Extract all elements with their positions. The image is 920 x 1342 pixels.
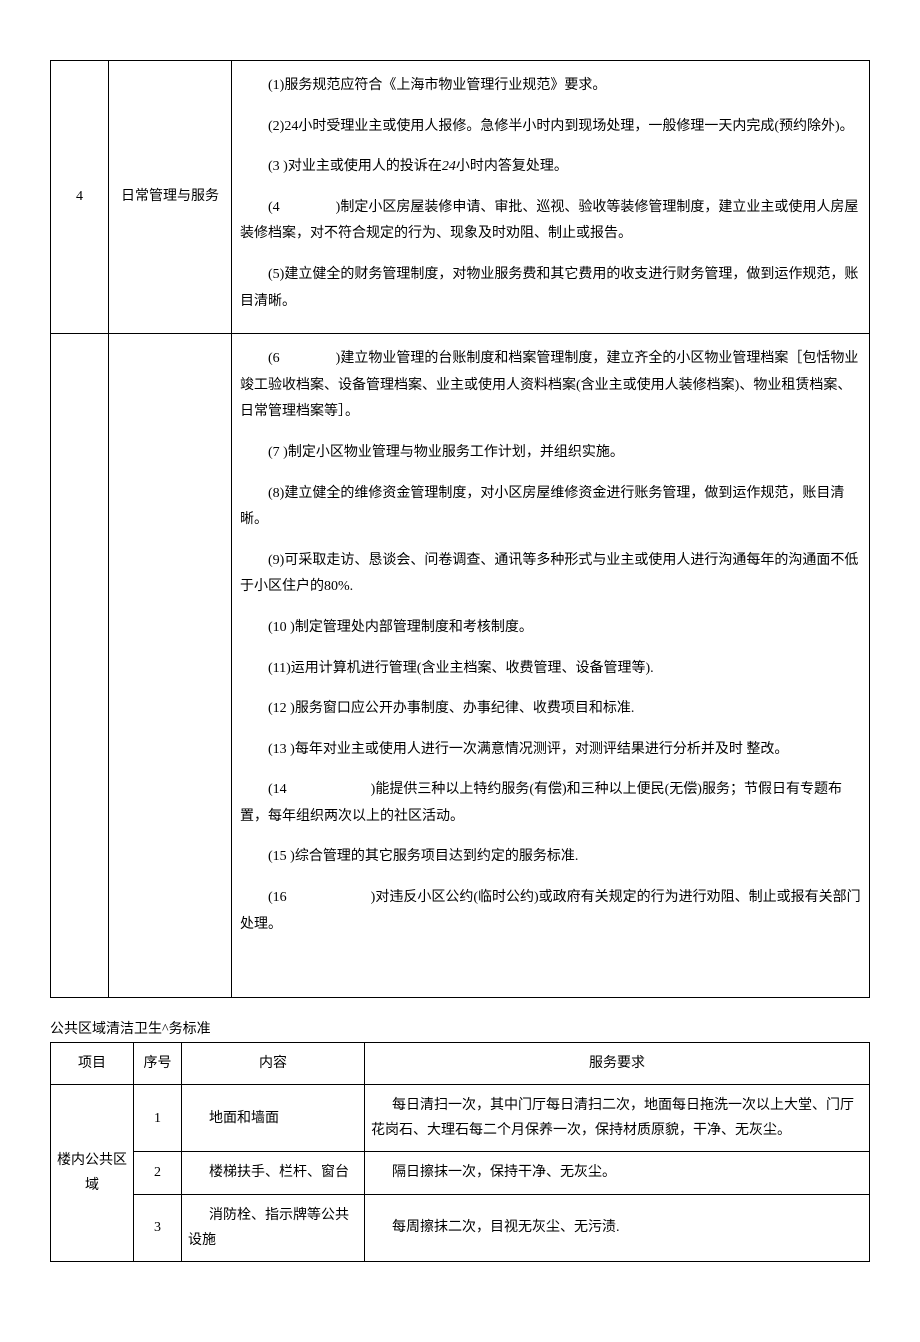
item-text: (4 )制定小区房屋装修申请、审批、巡视、验收等装修管理制度，建立业主或使用人房… [240,195,861,248]
item-text: (13 )每年对业主或使用人进行一次满意情况测评，对测评结果进行分析并及时 整改… [240,737,861,764]
content-cell: 楼梯扶手、栏杆、窗台 [182,1152,365,1194]
item-text: (5)建立健全的财务管理制度，对物业服务费和其它费用的收支进行财务管理，做到运作… [240,262,861,315]
management-service-table: 4 日常管理与服务 (1)服务规范应符合《上海市物业管理行业规范》要求。 (2)… [50,60,870,998]
blank-line [240,952,861,979]
content-cell: 地面和墙面 [182,1085,365,1152]
italic-number: 24 [442,159,456,174]
section-title: 公共区域清洁卫生^务标准 [50,1018,870,1038]
item-text: (10 )制定管理处内部管理制度和考核制度。 [240,615,861,642]
content-cell: 消防栓、指示牌等公共设施 [182,1194,365,1261]
seq-cell: 3 [134,1194,182,1261]
cleaning-standard-table: 项目 序号 内容 服务要求 楼内公共区域 1 地面和墙面 每日清扫一次，其中门厅… [50,1042,870,1262]
text-fragment: (3 )对业主或使用人的投诉在 [268,159,442,174]
table-row: 4 日常管理与服务 (1)服务规范应符合《上海市物业管理行业规范》要求。 (2)… [51,61,870,334]
item-text: (7 )制定小区物业管理与物业服务工作计划，并组织实施。 [240,440,861,467]
content-cell: (6 )建立物业管理的台账制度和档案管理制度，建立齐全的小区物业管理档案［包恬物… [232,334,870,998]
row-number [51,334,109,998]
table-row: 3 消防栓、指示牌等公共设施 每周擦抹二次，目视无灰尘、无污渍. [51,1194,870,1261]
table-row: 楼内公共区域 1 地面和墙面 每日清扫一次，其中门厅每日清扫二次，地面每日拖洗一… [51,1085,870,1152]
item-text: (3 )对业主或使用人的投诉在24小时内答复处理。 [240,154,861,181]
table-row: 2 楼梯扶手、栏杆、窗台 隔日擦抹一次，保持干净、无灰尘。 [51,1152,870,1194]
item-text: (16 )对违反小区公约(临时公约)或政府有关规定的行为进行劝阻、制止或报有关部… [240,885,861,938]
category-cell: 楼内公共区域 [51,1085,134,1262]
table-row: (6 )建立物业管理的台账制度和档案管理制度，建立齐全的小区物业管理档案［包恬物… [51,334,870,998]
item-text: (6 )建立物业管理的台账制度和档案管理制度，建立齐全的小区物业管理档案［包恬物… [240,346,861,426]
header-cell: 序号 [134,1042,182,1084]
item-text: (14 )能提供三种以上特约服务(有偿)和三种以上便民(无偿)服务；节假日有专题… [240,777,861,830]
requirement-cell: 每日清扫一次，其中门厅每日清扫二次，地面每日拖洗一次以上大堂、门厅花岗石、大理石… [365,1085,870,1152]
row-number: 4 [51,61,109,334]
header-cell: 内容 [182,1042,365,1084]
item-text: (15 )综合管理的其它服务项目达到约定的服务标准. [240,844,861,871]
header-row: 项目 序号 内容 服务要求 [51,1042,870,1084]
header-cell: 项目 [51,1042,134,1084]
requirement-cell: 每周擦抹二次，目视无灰尘、无污渍. [365,1194,870,1261]
content-cell: (1)服务规范应符合《上海市物业管理行业规范》要求。 (2)24小时受理业主或使… [232,61,870,334]
seq-cell: 2 [134,1152,182,1194]
item-text: (8)建立健全的维修资金管理制度，对小区房屋维修资金进行账务管理，做到运作规范，… [240,481,861,534]
item-text: (9)可采取走访、恳谈会、问卷调查、通讯等多种形式与业主或使用人进行沟通每年的沟… [240,548,861,601]
seq-cell: 1 [134,1085,182,1152]
item-text: (1)服务规范应符合《上海市物业管理行业规范》要求。 [240,73,861,100]
item-text: (11)运用计算机进行管理(含业主档案、收费管理、设备管理等). [240,656,861,683]
category-cell [109,334,232,998]
item-text: (2)24小时受理业主或使用人报修。急修半小时内到现场处理，一般修理一天内完成(… [240,114,861,141]
category-cell: 日常管理与服务 [109,61,232,334]
requirement-cell: 隔日擦抹一次，保持干净、无灰尘。 [365,1152,870,1194]
text-fragment: 小时内答复处理。 [456,159,568,174]
item-text: (12 )服务窗口应公开办事制度、办事纪律、收费项目和标准. [240,696,861,723]
header-cell: 服务要求 [365,1042,870,1084]
